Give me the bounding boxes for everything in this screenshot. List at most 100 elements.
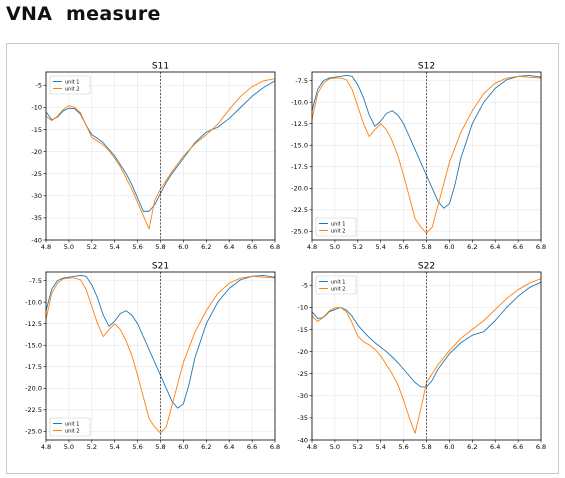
- legend-label-unit-1: unit 1: [331, 221, 345, 227]
- x-tick-label: 5.8: [421, 443, 431, 451]
- series-line-unit-1: [312, 75, 541, 209]
- x-tick-label: 5.0: [64, 443, 74, 451]
- y-tick-label: -5: [302, 282, 308, 290]
- x-tick-label: 6.8: [270, 443, 280, 451]
- y-tick-label: -22.5: [25, 406, 42, 414]
- x-tick-label: 6.0: [178, 243, 188, 251]
- x-tick-label: 6.2: [467, 443, 477, 451]
- x-tick-label: 6.4: [490, 243, 500, 251]
- x-tick-label: 6.2: [201, 443, 211, 451]
- x-tick-label: 6.4: [490, 443, 500, 451]
- y-tick-label: -17.5: [291, 163, 308, 171]
- x-tick-label: 4.8: [307, 243, 317, 251]
- series-line-unit-2: [312, 278, 541, 434]
- y-tick-label: -15: [31, 126, 42, 134]
- chart-panel-s21: 4.8 5.0 5.2 5.4 5.6 5.8 6.0 6.2 6.4 6.6 6.8 -7.5 -10…: [25, 262, 280, 452]
- x-tick-label: 4.8: [41, 243, 51, 251]
- x-tick-label: 5.8: [155, 443, 165, 451]
- legend-box: [49, 75, 91, 95]
- legend-label-unit-1: unit 1: [65, 421, 79, 427]
- y-tick-label: -25: [31, 170, 42, 178]
- x-tick-label: 5.2: [353, 243, 363, 251]
- y-tick-label: -7.5: [295, 77, 308, 85]
- x-tick-label: 5.6: [398, 243, 408, 251]
- x-tick-label: 5.4: [110, 443, 120, 451]
- series-line-unit-2: [312, 75, 541, 234]
- chart-title: S12: [418, 62, 435, 72]
- x-tick-label: 6.8: [536, 443, 546, 451]
- x-tick-label: 5.0: [64, 243, 74, 251]
- y-tick-label: -15.0: [291, 142, 308, 150]
- legend-label-unit-1: unit 1: [331, 279, 345, 285]
- y-tick-label: -12.5: [291, 120, 308, 128]
- y-tick-label: -40: [31, 236, 42, 244]
- y-tick-label: -15: [297, 326, 308, 334]
- chart-title: S21: [152, 262, 169, 272]
- legend-label-unit-2: unit 2: [65, 86, 79, 92]
- y-tick-label: -5: [36, 82, 42, 90]
- x-tick-label: 5.2: [87, 443, 97, 451]
- chart-title: S11: [152, 62, 169, 72]
- y-tick-label: -10.0: [291, 98, 308, 106]
- y-tick-label: -10: [297, 304, 308, 312]
- x-tick-label: 5.8: [421, 243, 431, 251]
- series-line-unit-2: [46, 78, 275, 230]
- series-line-unit-2: [46, 275, 275, 434]
- y-tick-label: -35: [297, 414, 308, 422]
- y-tick-label: -12.5: [25, 320, 42, 328]
- x-tick-label: 5.0: [330, 443, 340, 451]
- x-tick-label: 6.0: [444, 243, 454, 251]
- x-tick-label: 5.4: [376, 243, 386, 251]
- x-tick-label: 6.6: [247, 443, 257, 451]
- chart-panel-s12: 4.8 5.0 5.2 5.4 5.6 5.8 6.0 6.2 6.4 6.6 6.8 -7.5 -10…: [291, 62, 546, 252]
- x-tick-label: 5.4: [376, 443, 386, 451]
- y-tick-label: -35: [31, 214, 42, 222]
- y-tick-label: -7.5: [29, 277, 42, 285]
- series-line-unit-1: [46, 275, 275, 409]
- y-tick-label: -17.5: [25, 363, 42, 371]
- x-tick-label: 5.4: [110, 243, 120, 251]
- x-tick-label: 6.6: [247, 243, 257, 251]
- chart-panel-s11: 4.8 5.0 5.2 5.4 5.6 5.8 6.0 6.2 6.4 6.6 6.8 -5 -10 -1…: [31, 62, 280, 252]
- x-tick-label: 5.6: [398, 443, 408, 451]
- y-tick-label: -10: [31, 104, 42, 112]
- y-tick-label: -10.0: [25, 298, 42, 306]
- legend-label-unit-2: unit 2: [331, 228, 345, 234]
- x-tick-label: 6.0: [178, 443, 188, 451]
- legend-box: [315, 217, 357, 237]
- x-tick-label: 6.6: [513, 243, 523, 251]
- y-tick-label: -20.0: [291, 185, 308, 193]
- y-tick-label: -20: [31, 148, 42, 156]
- legend-label-unit-1: unit 1: [65, 79, 79, 85]
- legend-label-unit-2: unit 2: [331, 286, 345, 292]
- x-tick-label: 6.8: [536, 243, 546, 251]
- y-tick-label: -40: [297, 436, 308, 444]
- x-tick-label: 5.2: [87, 243, 97, 251]
- x-tick-label: 4.8: [41, 443, 51, 451]
- y-tick-label: -25: [297, 370, 308, 378]
- y-tick-label: -20.0: [25, 385, 42, 393]
- x-tick-label: 5.8: [155, 243, 165, 251]
- legend-box: [315, 275, 357, 295]
- legend-label-unit-2: unit 2: [65, 428, 79, 434]
- y-tick-label: -30: [31, 192, 42, 200]
- x-tick-label: 5.0: [330, 243, 340, 251]
- x-tick-label: 6.0: [444, 443, 454, 451]
- y-tick-label: -30: [297, 392, 308, 400]
- x-tick-label: 6.6: [513, 443, 523, 451]
- chart-panel-s22: 4.8 5.0 5.2 5.4 5.6 5.8 6.0 6.2 6.4 6.6 6.8 -5 -10 -1…: [297, 262, 546, 452]
- y-tick-label: -22.5: [291, 206, 308, 214]
- figure-frame: [6, 43, 559, 474]
- y-tick-label: -25.0: [291, 228, 308, 236]
- x-tick-label: 4.8: [307, 443, 317, 451]
- x-tick-label: 6.4: [224, 443, 234, 451]
- x-tick-label: 5.6: [132, 443, 142, 451]
- figure-canvas: 4.8 5.0 5.2 5.4 5.6 5.8 6.0 6.2 6.4 6.6 6.8 -5 -10 -1…: [25, 62, 546, 452]
- x-tick-label: 6.2: [201, 243, 211, 251]
- y-tick-label: -15.0: [25, 342, 42, 350]
- legend-box: [49, 417, 91, 437]
